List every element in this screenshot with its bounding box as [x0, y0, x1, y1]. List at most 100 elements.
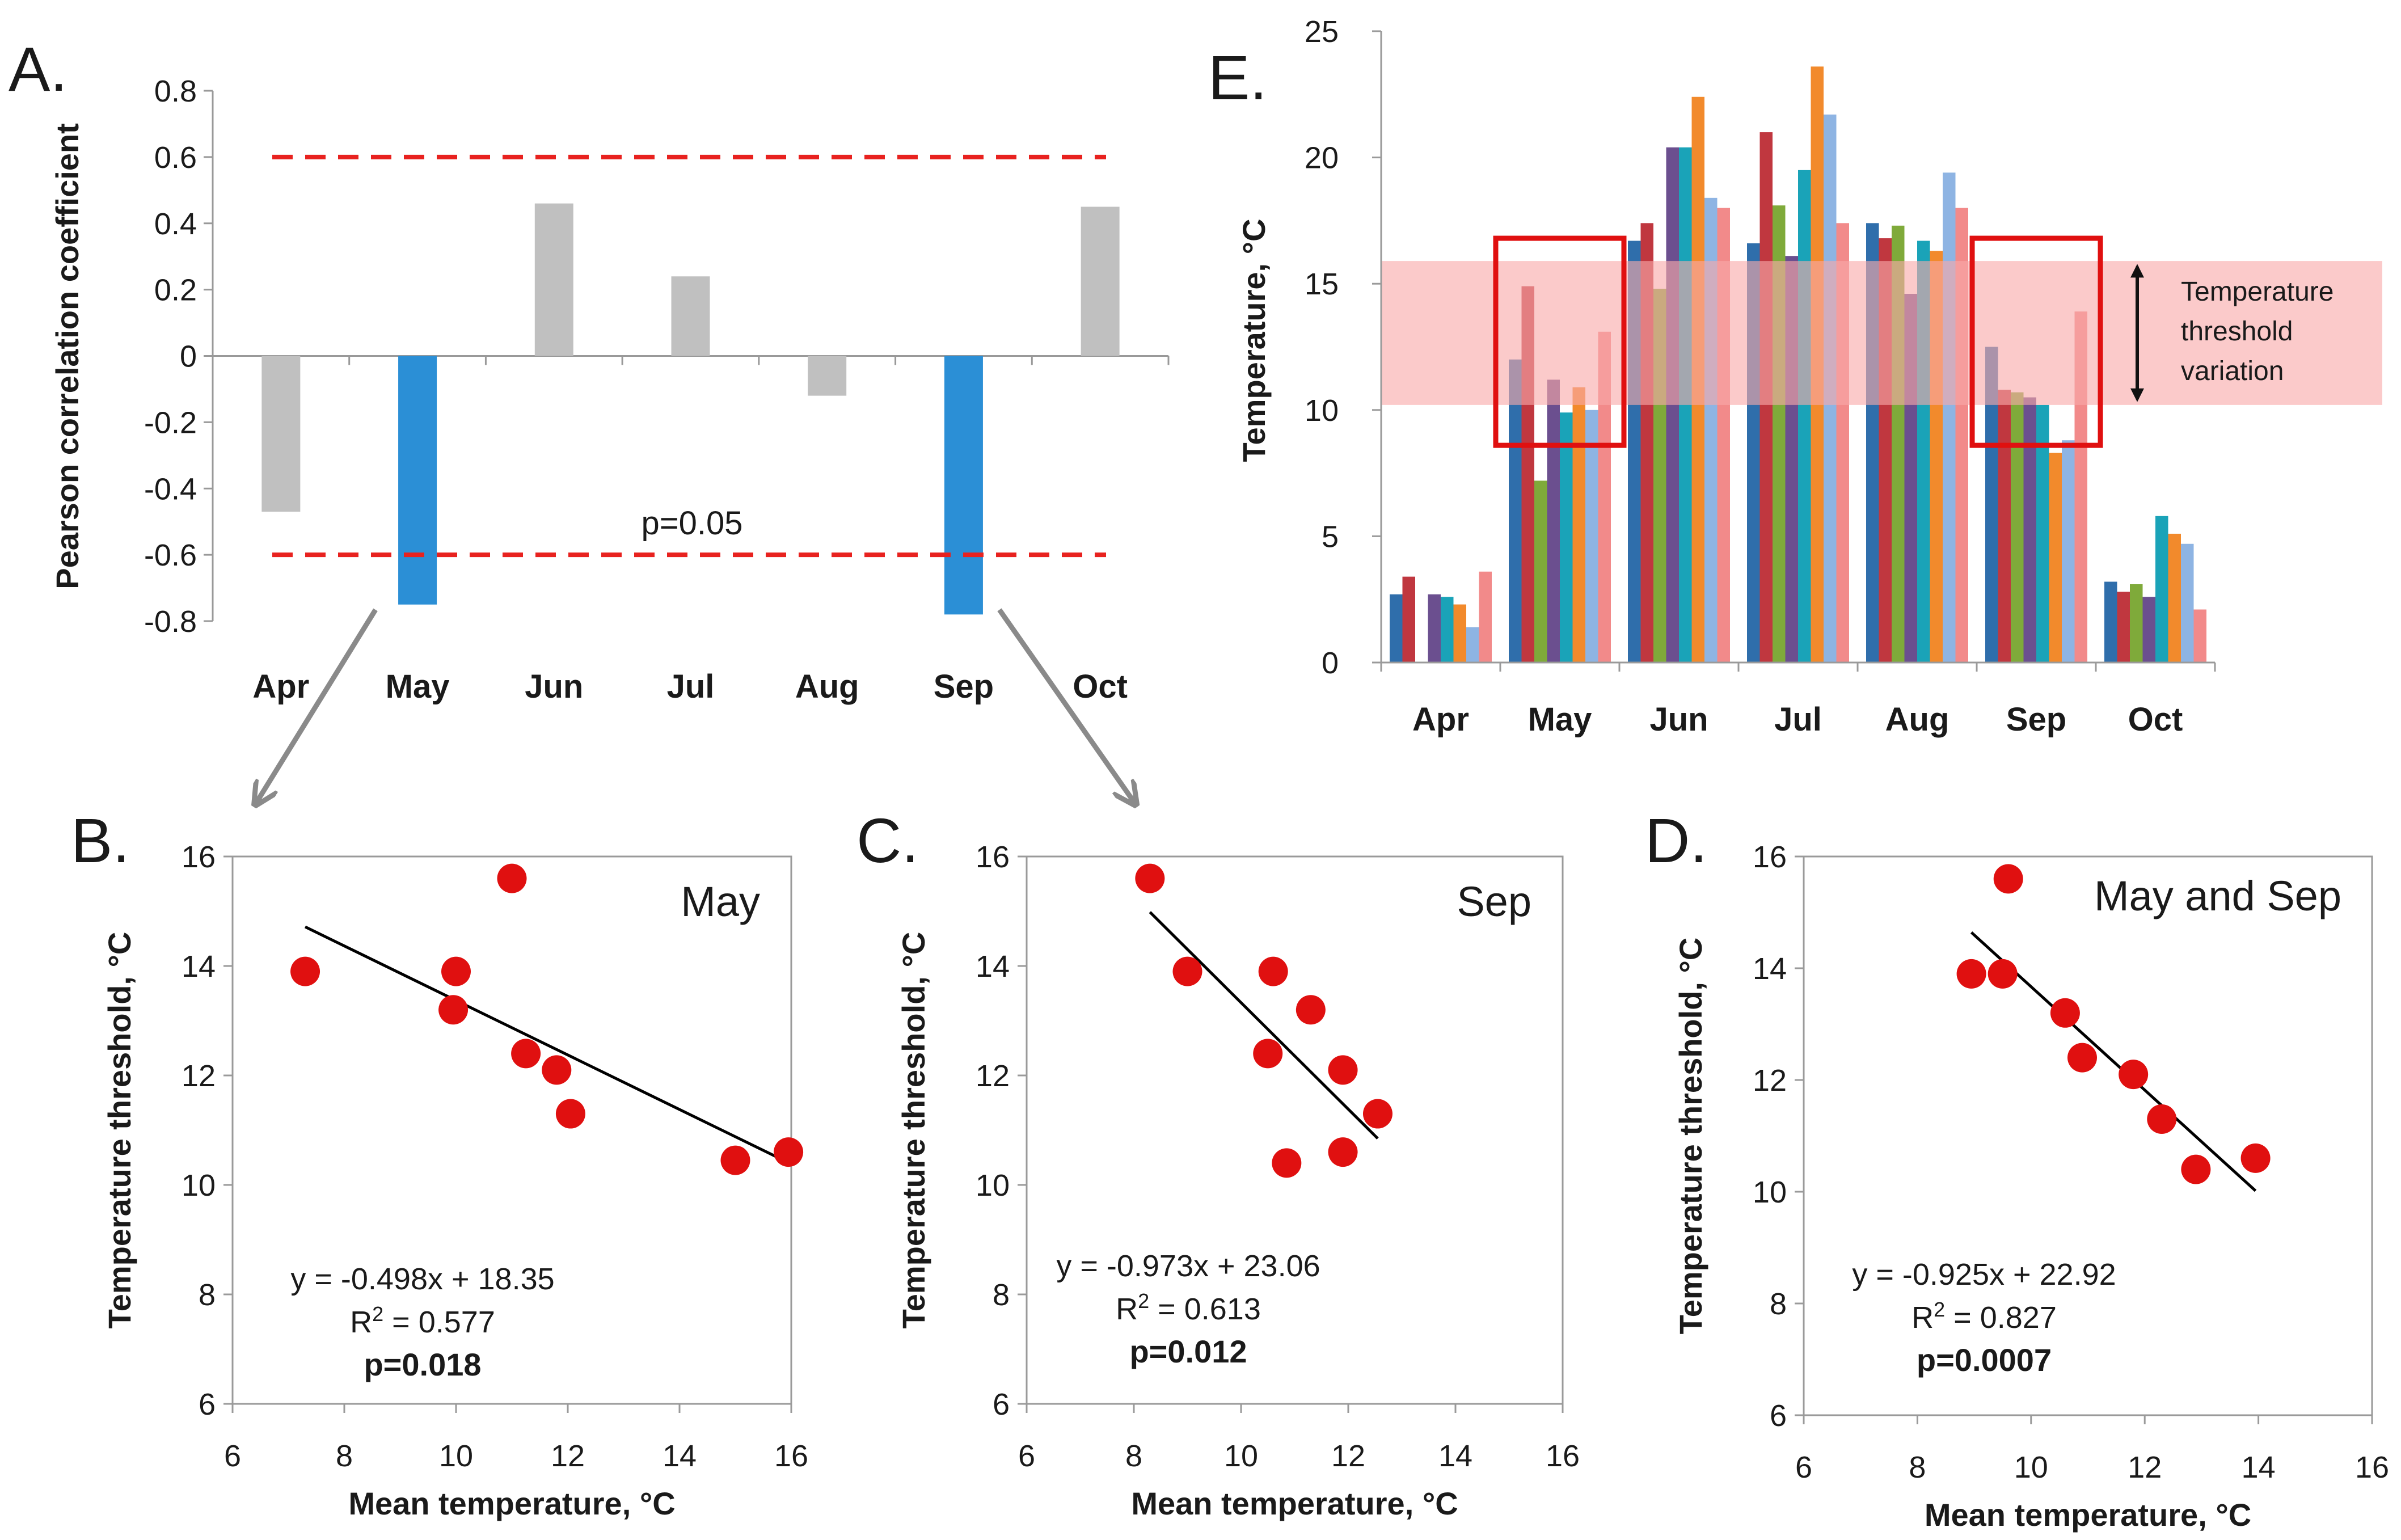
r-squared: R2 = 0.577	[350, 1302, 495, 1340]
bar-series-1-apr	[1390, 594, 1403, 663]
regression-equation: y = -0.973x + 23.06	[1056, 1249, 1320, 1283]
p-value: p=0.0007	[1917, 1342, 2052, 1378]
category-label: Sep	[934, 668, 994, 705]
x-tick-label: 14	[1438, 1439, 1472, 1473]
plot-frame	[231, 855, 792, 1405]
data-point	[1993, 864, 2023, 894]
panel-e: E. 25 20 15 10 5 0 Temperature, °C Apr May Jun Jul A…	[1208, 15, 2382, 738]
category-label: May	[386, 668, 450, 705]
data-point	[511, 1039, 541, 1069]
category-label: Aug	[795, 668, 859, 705]
y-tick-label: 16	[1753, 840, 1787, 874]
bar-series-6-sep	[2049, 453, 2062, 663]
data-point	[2240, 1143, 2271, 1173]
bar-series-4-sep	[2023, 397, 2036, 663]
panel-letter: D.	[1645, 806, 1707, 876]
y-axis-title: Temperature threshold, °C	[102, 932, 137, 1329]
category-label: Jul	[667, 668, 715, 705]
correlation-bar-oct	[1081, 206, 1120, 356]
y-tick-label: 0.4	[154, 207, 197, 241]
data-point	[2119, 1060, 2149, 1090]
data-point	[2067, 1043, 2097, 1073]
regression-line	[1149, 911, 1379, 1140]
panel-d: D. 16 14 12 10 8 66 8 10 12 14 16 Mean temperature, …	[1645, 806, 2389, 1533]
data-point	[441, 956, 471, 986]
band-label-line: threshold	[2181, 317, 2293, 347]
correlation-bar-sep	[944, 356, 983, 615]
data-point	[438, 995, 469, 1025]
panel-letter: A.	[9, 35, 67, 104]
category-label: Oct	[1073, 668, 1128, 705]
y-tick-label: 12	[182, 1059, 216, 1093]
bar-series-4-apr	[1428, 594, 1441, 663]
plot-frame	[1803, 855, 2373, 1416]
highlight-box-sep	[1969, 235, 2103, 448]
data-point	[2147, 1104, 2177, 1134]
x-tick-label: 8	[336, 1439, 353, 1473]
bar-series-6-oct	[2168, 533, 2181, 663]
y-tick-label: 15	[1305, 267, 1339, 301]
band-label-line: Temperature	[2181, 277, 2334, 307]
data-point	[1253, 1039, 1283, 1069]
category-label: Jun	[525, 668, 583, 705]
bar-series-4-may	[1547, 379, 1560, 663]
bar-series-7-apr	[1466, 627, 1479, 663]
category-label: Oct	[2128, 701, 2183, 738]
bar-series-3-oct	[2130, 584, 2143, 663]
bar-series-1-sep	[1985, 347, 1998, 663]
bar-series-5-jul	[1798, 170, 1811, 663]
bar-series-8-may	[1598, 331, 1611, 663]
panel-month-label: May	[681, 878, 760, 925]
panel-a: A. 0.8 0.6 0.4 0.2 0 -0.2 -0.4 -0.6 -0.8 Apr May Jun…	[9, 35, 1170, 705]
bar-series-5-sep	[2036, 404, 2049, 663]
x-axis-title: Mean temperature, °C	[348, 1486, 675, 1521]
category-label: Apr	[252, 668, 309, 705]
y-tick-label: 5	[1322, 520, 1339, 554]
data-point	[1362, 1099, 1393, 1129]
y-tick-label: 0.6	[154, 141, 197, 175]
y-tick-label: 10	[182, 1168, 216, 1203]
bar-series-4-oct	[2142, 597, 2155, 663]
bar-series-7-oct	[2181, 543, 2194, 663]
x-tick-label: 12	[551, 1439, 585, 1473]
y-tick-label: 0	[180, 340, 197, 374]
y-tick-label: -0.2	[144, 406, 197, 440]
x-tick-label: 8	[1125, 1439, 1142, 1473]
y-tick-label: 10	[1753, 1175, 1787, 1209]
y-tick-label: -0.6	[144, 538, 197, 572]
y-tick-label: 10	[1305, 394, 1339, 428]
category-label: Jul	[1774, 701, 1822, 738]
bar-series-7-may	[1585, 410, 1598, 663]
bar-series-5-may	[1560, 412, 1573, 663]
bar-series-7-sep	[2062, 440, 2075, 663]
bar-series-2-apr	[1402, 576, 1415, 663]
y-tick-label: 16	[976, 840, 1010, 874]
data-point	[542, 1055, 572, 1085]
x-tick-label: 16	[2355, 1450, 2389, 1484]
data-point	[1956, 959, 1986, 989]
bar-series-7-aug	[1943, 172, 1956, 663]
x-tick-label: 10	[1224, 1439, 1258, 1473]
category-label: Sep	[2006, 701, 2066, 738]
bar-series-1-oct	[2104, 581, 2117, 663]
r-squared: R2 = 0.613	[1116, 1289, 1261, 1327]
panel-month-label: Sep	[1457, 878, 1531, 925]
x-tick-label: 6	[1018, 1439, 1035, 1473]
x-tick-label: 10	[2014, 1450, 2048, 1484]
x-tick-label: 14	[663, 1439, 697, 1473]
category-label: May	[1528, 701, 1592, 738]
regression-line	[1970, 931, 2257, 1192]
bar-series-5-oct	[2155, 516, 2168, 663]
data-point	[1296, 995, 1326, 1025]
bar-series-6-apr	[1453, 604, 1466, 663]
bar-series-8-apr	[1479, 571, 1492, 663]
correlation-bar-jun	[534, 203, 573, 356]
bar-series-8-oct	[2193, 609, 2206, 663]
p-value: p=0.018	[364, 1347, 481, 1382]
category-label: Aug	[1885, 701, 1950, 738]
y-tick-label: -0.8	[144, 605, 197, 639]
significance-label: p=0.05	[641, 505, 742, 542]
y-axis-title: Temperature threshold, °C	[896, 932, 931, 1329]
y-tick-label: 12	[976, 1059, 1010, 1093]
x-tick-label: 10	[439, 1439, 473, 1473]
